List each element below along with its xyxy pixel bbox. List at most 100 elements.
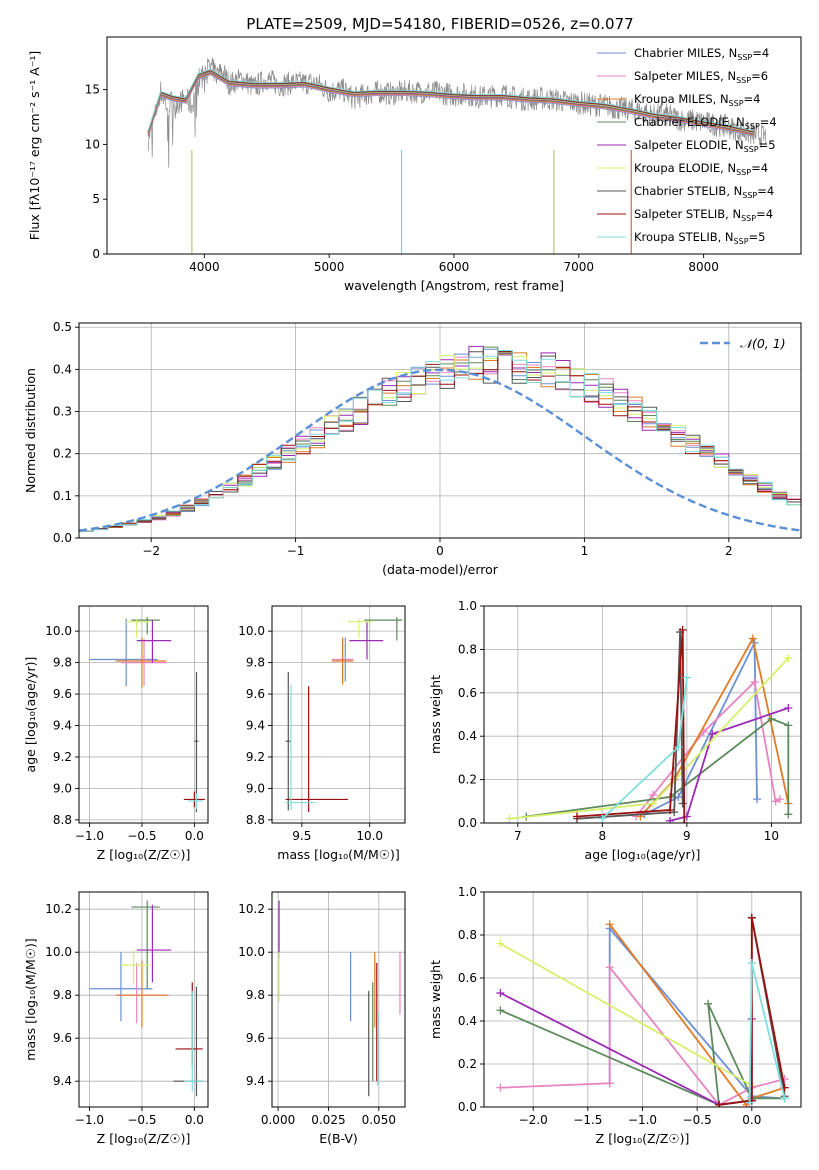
mass-weight-marker [605, 920, 614, 929]
mass-weight-marker [674, 743, 683, 752]
y-tick-label: 0.4 [53, 362, 72, 376]
mass-weight-vs-metallicity-panel: −2.0 −1.5 −1.0 −0.5 0.0 0.0 0.2 0.4 0.6 0.8 1.0 Z [… [428, 885, 802, 1146]
x-tick-label: 9 [683, 829, 691, 843]
age-vs-mass-panel: 9.5 10.0 8.8 9.0 9.2 9.4 9.6 9.8 10.0 mass [log₁₀… [238, 605, 406, 862]
mass-weight-line [576, 629, 686, 823]
mass-weight-marker [678, 799, 687, 808]
legend-label-subscript: SSP [736, 168, 751, 177]
x-tick-label: −1.0 [628, 1113, 657, 1127]
legend-label-main: Salpeter MILES, N [634, 69, 736, 83]
plot-area [484, 606, 801, 823]
y-tick-label: 9.6 [53, 687, 72, 701]
y-tick-label: 0.3 [53, 405, 72, 419]
y-tick-label: 0.8 [458, 928, 477, 942]
mass-weight-marker [605, 1079, 614, 1088]
y-tick-label: 9.4 [246, 1074, 265, 1088]
mass-weight-marker [649, 790, 658, 799]
y-tick-label: 9.8 [53, 988, 72, 1002]
y-tick-label: 9.6 [53, 1031, 72, 1045]
legend-label-tail: =6 [751, 69, 768, 83]
y-tick-label: 0.2 [458, 1057, 477, 1071]
y-tick-label: 9.6 [246, 687, 265, 701]
x-tick-label: −1 [287, 544, 305, 558]
legend-label: Salpeter STELIB, NSSP=4 [634, 207, 773, 223]
y-tick-label: 10.0 [45, 624, 72, 638]
y-tick-label: 1.0 [458, 885, 477, 899]
mass-weight-line [576, 631, 684, 820]
plot-area [272, 892, 405, 1107]
legend-label: Kroupa STELIB, NSSP=5 [634, 230, 765, 246]
x-tick-label: 0.000 [261, 1113, 295, 1127]
x-tick-label: 0.050 [362, 1113, 396, 1127]
model-spectrum-line [147, 70, 754, 133]
mass-weight-marker [715, 1100, 724, 1107]
x-tick-label: 10 [764, 829, 779, 843]
x-axis-label: mass [log₁₀(M/M☉)] [277, 847, 399, 862]
y-tick-label: 9.8 [246, 988, 265, 1002]
y-tick-label: 9.6 [246, 1031, 265, 1045]
model-spectrum-line [147, 72, 754, 135]
model-spectrum-line [147, 69, 754, 133]
x-tick-label: 7000 [564, 260, 595, 274]
legend-label-main: Chabrier MILES, N [634, 46, 737, 60]
legend: 𝒩(0, 1) [700, 336, 786, 351]
model-spectrum-line [147, 70, 754, 134]
mass-weight-marker [767, 714, 776, 723]
legend-label-subscript: SSP [736, 76, 751, 85]
mass-weight-marker [674, 792, 683, 801]
y-tick-label: 0.5 [53, 320, 72, 334]
y-axis-label: Flux [fλ10⁻¹⁷ erg cm⁻² s⁻¹ A⁻¹] [27, 51, 42, 240]
legend-label-main: Salpeter ELODIE, N [634, 138, 744, 152]
legend-label-main: Kroupa STELIB, N [634, 230, 734, 244]
mass-weight-line [669, 707, 789, 822]
y-tick-label: 10.0 [238, 624, 265, 638]
residuals-panel: −2 −1 0 1 2 0.0 0.1 0.2 0.3 0.4 0.5 (data-model)/er… [23, 320, 802, 577]
legend-label-main: Kroupa ELODIE, N [634, 161, 736, 175]
mass-weight-marker [784, 703, 793, 712]
legend-label-subscript: SSP [744, 145, 759, 154]
mass-weight-line [639, 635, 790, 818]
x-tick-label: 8000 [688, 260, 719, 274]
y-tick-label: 9.0 [53, 781, 72, 795]
legend-label-main: Chabrier ELODIE, N [634, 115, 745, 129]
x-tick-label: −1.5 [573, 1113, 602, 1127]
figure-title: PLATE=2509, MJD=54180, FIBERID=0526, z=0… [246, 15, 633, 33]
mass-weight-marker [784, 721, 793, 730]
histogram-step [79, 345, 801, 532]
legend-label-tail: =4 [744, 92, 761, 106]
legend-label-main: Salpeter STELIB, N [634, 207, 741, 221]
mass-weight-marker [678, 625, 687, 634]
y-tick-label: 0.2 [53, 447, 72, 461]
mass-weight-marker [680, 819, 689, 823]
model-spectrum-line [147, 68, 754, 132]
y-tick-label: 9.8 [246, 656, 265, 670]
histogram-step [79, 350, 801, 532]
model-spectrum-line [147, 73, 754, 136]
legend-label-subscript: SSP [734, 237, 749, 246]
legend-label: Kroupa MILES, NSSP=4 [634, 92, 760, 108]
x-axis-label: Z [log₁₀(Z/Z☉)] [596, 1131, 690, 1146]
legend-label: Salpeter MILES, NSSP=6 [634, 69, 768, 85]
histogram-step [79, 348, 801, 532]
y-tick-label: 9.2 [53, 750, 72, 764]
mass-vs-metallicity-panel: −1.0 −0.5 0.0 9.4 9.6 9.8 10.0 10.2 Z [log₁₀(Z/Z… [23, 891, 209, 1146]
legend-label-tail: =4 [760, 115, 777, 129]
age-vs-metallicity-panel: −1.0 −0.5 0.0 8.8 9.0 9.2 9.4 9.6 9.8 10.0 Z [log₁… [23, 605, 209, 862]
axes-frame [271, 605, 406, 824]
legend-label-tail: =4 [756, 207, 773, 221]
y-axis-label: mass weight [428, 960, 443, 1039]
y-tick-label: 9.8 [53, 656, 72, 670]
x-tick-label: −0.5 [127, 829, 156, 843]
y-tick-label: 8.8 [53, 813, 72, 827]
mass-weight-marker [708, 730, 717, 739]
mass-weight-marker [745, 1098, 754, 1107]
y-tick-label: 10 [85, 137, 100, 151]
normal-curve [79, 368, 801, 532]
mass-weight-marker [771, 797, 780, 806]
y-axis-label: mass [log₁₀(M/M☉)] [23, 938, 38, 1060]
x-tick-label: 8 [599, 829, 607, 843]
legend-label-tail: =4 [757, 184, 774, 198]
model-spectrum-line [147, 74, 754, 137]
